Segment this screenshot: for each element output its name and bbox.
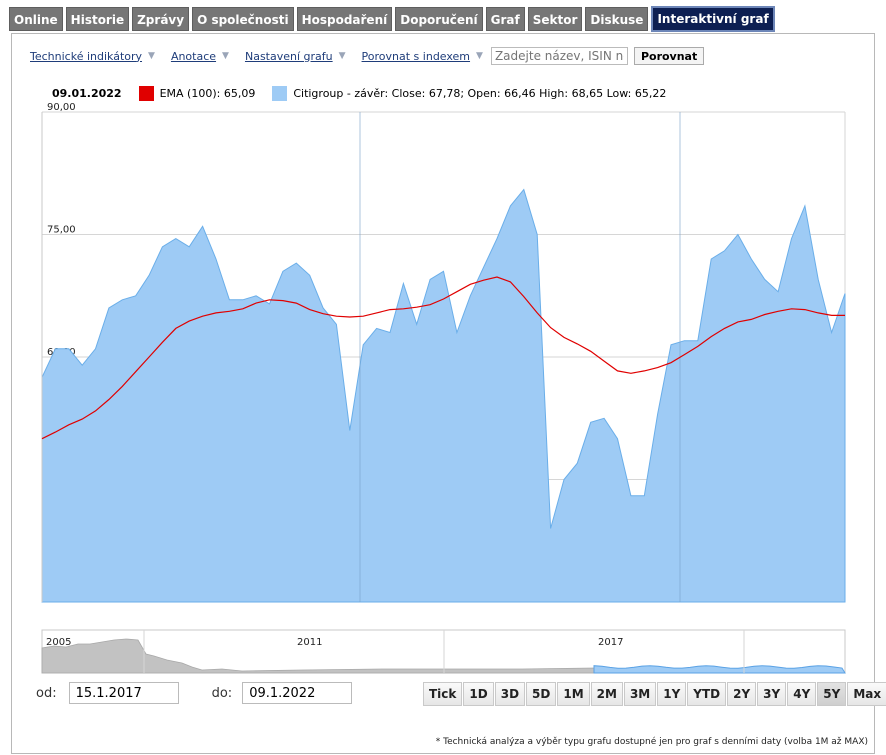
zoom-button-2m[interactable]: 2M: [590, 682, 623, 706]
tab-9[interactable]: Interaktivní graf: [651, 6, 775, 32]
zoom-button-2y[interactable]: 2Y: [727, 682, 757, 706]
zoom-button-1m[interactable]: 1M: [557, 682, 590, 706]
zoom-button-3m[interactable]: 3M: [623, 682, 657, 706]
tab-1[interactable]: Historie: [65, 7, 130, 31]
zoom-button-4y[interactable]: 4Y: [787, 682, 817, 706]
chevron-down-icon[interactable]: ▼: [476, 51, 483, 61]
from-label: od:: [36, 685, 57, 701]
price-area: [41, 188, 846, 603]
y-tick-label: 90,00: [47, 102, 76, 113]
from-date-input[interactable]: [68, 682, 179, 704]
zoom-button-1d[interactable]: 1D: [463, 682, 494, 706]
chart-settings-menu[interactable]: Nastavení grafu: [244, 49, 333, 63]
tab-0[interactable]: Online: [9, 7, 63, 31]
zoom-button-5d[interactable]: 5D: [526, 682, 557, 706]
price-legend-label[interactable]: Citigroup - závěr: Close: 67,78; Open: 6…: [293, 87, 667, 100]
chart-legend: 09.01.2022 EMA (100): 65,09 Citigroup - …: [52, 86, 666, 101]
zoom-button-max[interactable]: Max: [847, 682, 886, 706]
tab-3[interactable]: O společnosti: [192, 7, 294, 31]
to-label: do:: [211, 685, 233, 701]
y-tick-label: 75,00: [47, 225, 76, 236]
zoom-button-tick[interactable]: Tick: [423, 682, 463, 706]
annotation-menu[interactable]: Anotace: [170, 49, 217, 63]
tab-6[interactable]: Graf: [485, 7, 525, 31]
zoom-button-1y[interactable]: 1Y: [657, 682, 687, 706]
zoom-button-5y[interactable]: 5Y: [817, 682, 847, 706]
price-swatch[interactable]: [272, 86, 288, 101]
compare-search-input[interactable]: [490, 47, 628, 65]
compare-button[interactable]: Porovnat: [633, 47, 705, 65]
tab-bar: Online Historie Zprávy O společnosti Hospoda…: [9, 6, 775, 33]
navigator-year-label: 2005: [46, 637, 71, 648]
chevron-down-icon[interactable]: ▼: [338, 51, 346, 61]
navigator-history: [41, 638, 595, 674]
navigator-selection: [593, 665, 846, 674]
zoom-button-3y[interactable]: 3Y: [757, 682, 787, 706]
legend-date: 09.01.2022: [52, 87, 122, 100]
ema-line: [41, 276, 845, 440]
zoom-button-ytd[interactable]: YTD: [687, 682, 727, 706]
ema-legend-label[interactable]: EMA (100): 65,09: [159, 87, 256, 100]
tab-2[interactable]: Zprávy: [132, 7, 190, 31]
tab-8[interactable]: Diskuse: [585, 7, 649, 31]
zoom-buttons: Tick 1D 3D 5D 1M 2M 3M 1Y YTD 2Y 3Y 4Y 5Y Max: [423, 682, 886, 706]
chevron-down-icon[interactable]: ▼: [222, 51, 229, 61]
to-date-input[interactable]: [242, 682, 353, 704]
navigator-year-label: 2011: [297, 637, 322, 648]
technical-indicators-menu[interactable]: Technické indikátory: [30, 49, 143, 63]
date-range: od: do:: [36, 682, 353, 704]
tab-5[interactable]: Doporučení: [395, 7, 483, 31]
ema-swatch[interactable]: [138, 86, 154, 101]
chevron-down-icon[interactable]: ▼: [148, 51, 155, 61]
chart-toolbar: Technické indikátory ▼ Anotace ▼ Nastave…: [30, 46, 705, 66]
tab-7[interactable]: Sektor: [527, 7, 583, 31]
zoom-button-3d[interactable]: 3D: [494, 682, 526, 706]
tab-4[interactable]: Hospodaření: [296, 7, 393, 31]
chart-panel: [11, 33, 875, 754]
navigator-year-label: 2017: [598, 637, 623, 648]
footnote: * Technická analýza a výběr typu grafu d…: [435, 737, 868, 747]
compare-index-menu[interactable]: Porovnat s indexem: [361, 49, 471, 63]
